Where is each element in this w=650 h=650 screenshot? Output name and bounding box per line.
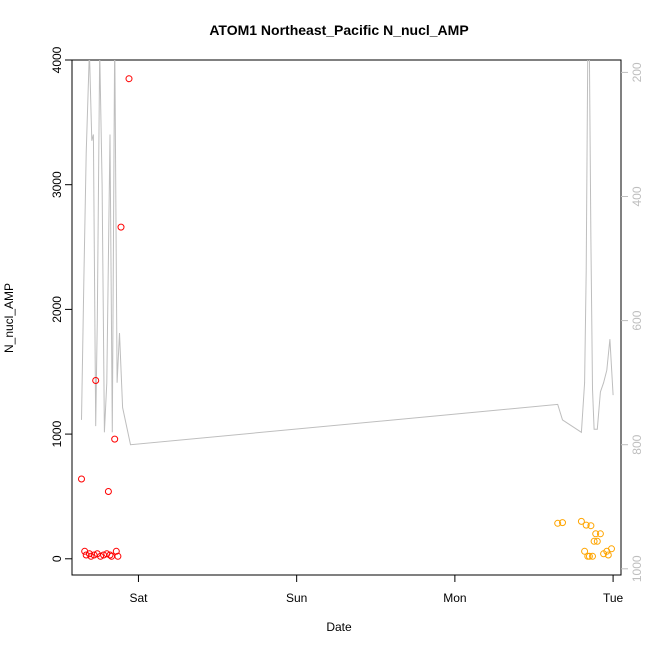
chart-title: ATOM1 Northeast_Pacific N_nucl_AMP [209, 22, 468, 38]
data-point-series-2 [596, 530, 604, 538]
y-tick-label: 2000 [50, 296, 64, 323]
y-tick-label: 4000 [50, 46, 64, 73]
data-point-series-1 [104, 488, 112, 495]
data-point-series-1 [92, 377, 100, 384]
data-point-series-1 [125, 75, 133, 83]
data-point-series-2 [554, 519, 562, 527]
data-point-series-2 [581, 547, 589, 555]
data-point-series-1 [90, 551, 98, 559]
data-point-series-1 [82, 551, 90, 559]
y-tick-label: 3000 [50, 171, 64, 198]
x-axis-label: Date [326, 620, 352, 634]
scatter-points [78, 75, 615, 560]
data-point-series-1 [108, 552, 116, 560]
data-point-series-2 [582, 521, 590, 529]
y-axis-label: N_nucl_AMP [2, 283, 16, 353]
data-point-series-1 [117, 223, 125, 231]
y2-tick-label: 1000 [630, 555, 644, 582]
y-axis: 0 1000 2000 3000 4000 [50, 46, 72, 562]
data-point-series-1 [112, 547, 120, 555]
data-point-series-1 [97, 552, 104, 560]
data-point-series-1 [114, 552, 122, 560]
data-point-series-2 [592, 530, 600, 538]
data-point-series-1 [87, 552, 95, 560]
x-tick-label: Sat [129, 591, 148, 605]
y2-tick-label: 600 [630, 310, 644, 330]
data-point-series-2 [589, 552, 596, 560]
y2-tick-label: 800 [630, 434, 644, 454]
data-point-series-2 [604, 551, 612, 559]
data-point-series-2 [587, 522, 595, 530]
plot-frame [71, 59, 622, 576]
data-point-series-2 [559, 519, 566, 527]
y2-axis: 200 400 600 800 1000 [621, 62, 644, 582]
y-tick-label: 1000 [50, 420, 64, 447]
data-point-series-2 [590, 537, 598, 545]
data-point-series-2 [593, 537, 601, 545]
data-point-series-1 [106, 551, 114, 559]
x-axis: Sat Sun Mon Tue [129, 575, 624, 605]
data-point-series-1 [111, 435, 119, 443]
data-point-series-1 [78, 475, 85, 483]
gray-line-path [81, 60, 614, 446]
data-point-series-2 [577, 517, 585, 525]
y-tick-label: 0 [50, 555, 64, 562]
x-tick-label: Sun [286, 591, 307, 605]
y2-tick-label: 400 [630, 186, 644, 206]
gray-line-series [81, 60, 614, 446]
data-point-series-2 [585, 552, 593, 560]
y2-tick-label: 200 [630, 62, 644, 82]
x-tick-label: Tue [603, 591, 624, 605]
data-point-series-2 [608, 545, 615, 553]
x-tick-label: Mon [443, 591, 466, 605]
